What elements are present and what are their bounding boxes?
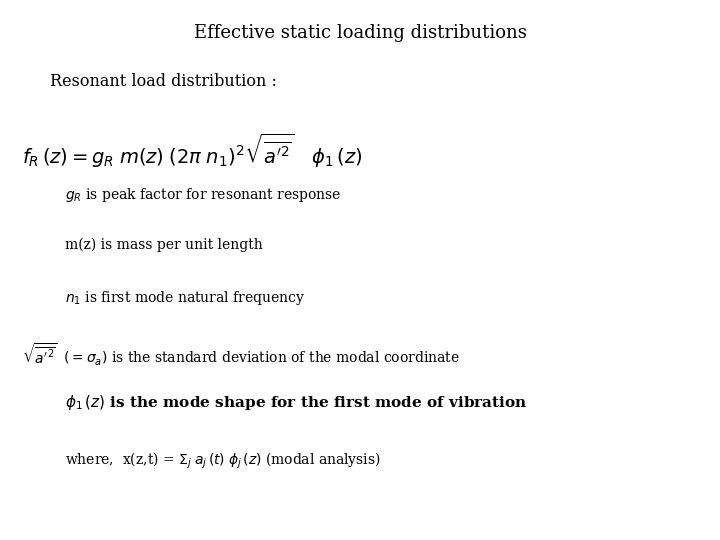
Text: Effective static loading distributions: Effective static loading distributions [194,24,526,42]
Text: m(z) is mass per unit length: m(z) is mass per unit length [65,238,263,252]
Text: $\sqrt{\overline{a'^2}}\;$ $(=\sigma_a)$ is the standard deviation of the modal : $\sqrt{\overline{a'^2}}\;$ $(=\sigma_a)$… [22,341,459,368]
Text: $n_1$ is first mode natural frequency: $n_1$ is first mode natural frequency [65,289,305,307]
Text: Resonant load distribution :: Resonant load distribution : [50,73,277,90]
Text: $f_R\,(z) = g_R\; m(z)\; (2\pi\; n_1)^2\sqrt{\overline{a'^2}}\quad \phi_1\,(z)$: $f_R\,(z) = g_R\; m(z)\; (2\pi\; n_1)^2\… [22,132,362,171]
Text: where,  x(z,t) = $\Sigma_j\; a_j\,(t)\; \phi_j\,(z)$ (modal analysis): where, x(z,t) = $\Sigma_j\; a_j\,(t)\; \… [65,451,381,471]
Text: $g_R$ is peak factor for resonant response: $g_R$ is peak factor for resonant respon… [65,186,341,204]
Text: $\phi_1\,(z)$ is the mode shape for the first mode of vibration: $\phi_1\,(z)$ is the mode shape for the … [65,393,528,412]
